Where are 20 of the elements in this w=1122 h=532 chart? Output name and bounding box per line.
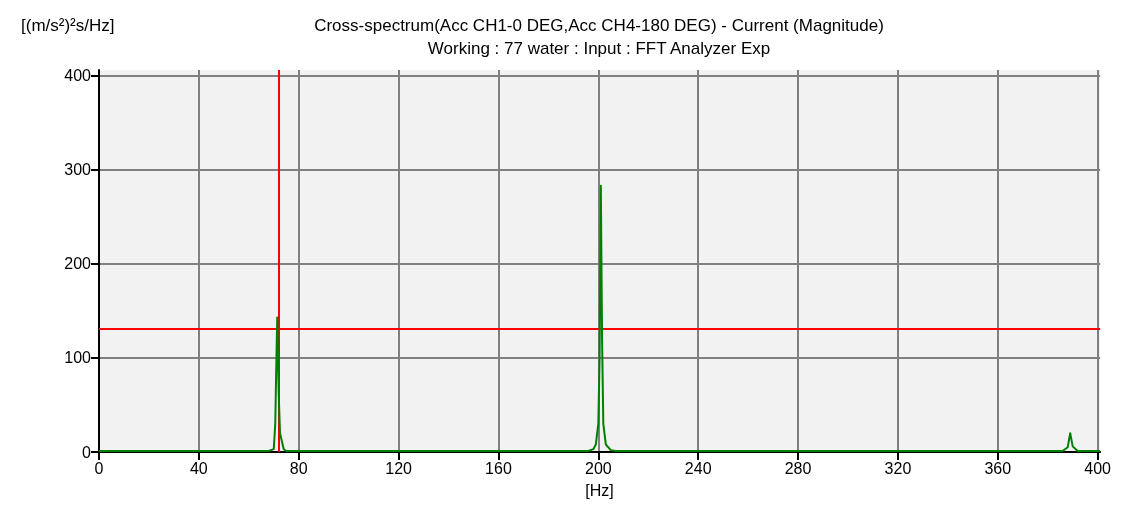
y-tick-label: 400 <box>64 67 92 85</box>
x-tick-label: 80 <box>289 459 308 477</box>
y-axis-title: [(m/s²)²s/Hz] <box>21 16 115 35</box>
x-tick-label: 200 <box>584 459 612 477</box>
x-tick-label: 320 <box>884 459 912 477</box>
y-tick-label: 0 <box>82 443 92 461</box>
x-tick-label: 280 <box>784 459 812 477</box>
chart-title: Cross-spectrum(Acc CH1-0 DEG,Acc CH4-180 DEG) - Current (Magnitude) <box>314 16 884 35</box>
x-tick-label: 40 <box>189 459 208 477</box>
x-tick-label: 120 <box>385 459 413 477</box>
x-tick-label: 400 <box>1084 459 1112 477</box>
y-tick-label: 100 <box>64 349 92 367</box>
chart-subtitle: Working : 77 water : Input : FFT Analyzer Exp <box>427 39 771 58</box>
y-tick-label: 300 <box>64 161 92 179</box>
y-tick-label: 200 <box>64 255 92 273</box>
x-tick-label: 240 <box>684 459 712 477</box>
x-axis-title: [Hz] <box>585 481 614 499</box>
x-tick-label: 0 <box>94 459 104 477</box>
x-tick-label: 160 <box>485 459 512 477</box>
x-tick-label: 360 <box>984 459 1012 477</box>
